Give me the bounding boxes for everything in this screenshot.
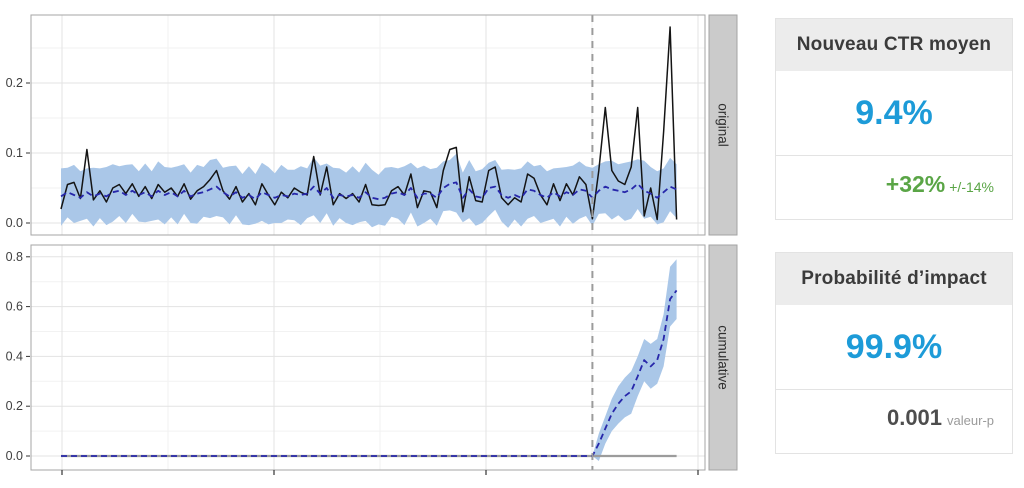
svg-text:0.1: 0.1 <box>6 146 23 160</box>
card-impact-probability-title: Probabilité d’impact <box>776 253 1012 305</box>
delta-value: +32% <box>885 171 946 197</box>
svg-text:0.2: 0.2 <box>6 76 23 90</box>
card-impact-probability-value: 99.9% <box>845 327 943 366</box>
kpi-cards: Nouveau CTR moyen 9.4% +32% +/-14% Probab… <box>775 0 1013 488</box>
p-value: 0.001 <box>886 405 943 430</box>
impact-chart-svg: 0.0 0.1 0.2 original 0.0 0.2 0.4 0.6 0.8 cumulati… <box>6 14 738 475</box>
card-new-ctr-title: Nouveau CTR moyen <box>776 19 1012 71</box>
card-new-ctr-footer: +32% +/-14% <box>776 155 1012 220</box>
svg-text:0.6: 0.6 <box>6 300 23 314</box>
svg-text:0.8: 0.8 <box>6 250 23 264</box>
svg-text:cumulative: cumulative <box>716 325 731 390</box>
svg-text:0.0: 0.0 <box>6 216 23 230</box>
svg-text:0.4: 0.4 <box>6 349 23 363</box>
card-new-ctr-value: 9.4% <box>855 93 933 132</box>
p-value-label: valeur-p <box>947 413 994 428</box>
card-impact-probability-footer: 0.001 valeur-p <box>776 389 1012 454</box>
svg-text:original: original <box>716 103 731 147</box>
card-new-ctr: Nouveau CTR moyen 9.4% +32% +/-14% <box>775 18 1013 220</box>
svg-text:0.2: 0.2 <box>6 399 23 413</box>
delta-confidence-note: +/-14% <box>949 179 994 195</box>
card-impact-probability: Probabilité d’impact 99.9% 0.001 valeur-p <box>775 252 1013 454</box>
svg-text:0.0: 0.0 <box>6 449 23 463</box>
